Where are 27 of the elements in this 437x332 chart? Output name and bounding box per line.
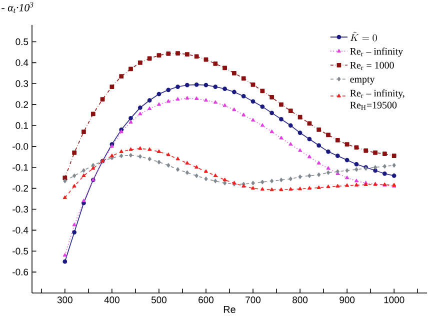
y-tick-label: 0.4 <box>16 59 28 66</box>
y-tick-label: 0.3 <box>16 80 28 87</box>
y-tick-label: -0.4 <box>12 226 28 234</box>
y-tick-label: 0.1 <box>16 122 28 129</box>
legend-label: $\tilde{K} = 0$ <box>350 32 377 42</box>
y-tick-label: -0.1 <box>12 164 28 171</box>
y-tick-label: 0.2 <box>16 101 28 108</box>
y-tick-label: 0.5 <box>16 38 28 46</box>
legend-label: Re$_{r}$ = 1000 <box>350 62 394 70</box>
y-tick-label: -0.3 <box>12 206 28 213</box>
legend-label: empty <box>350 76 375 85</box>
y-tick-label: -0.5 <box>12 248 28 254</box>
y-tick-label: -0.2 <box>12 184 28 192</box>
x-tick-label: 800 <box>292 296 308 304</box>
x-tick-label: 900 <box>340 296 355 304</box>
x-tick-label: 400 <box>104 296 120 304</box>
x-tick-label: 300 <box>57 296 72 304</box>
y-axis-title: - α$_{t}$·10$^{3}$ <box>2 2 34 13</box>
x-tick-label: 600 <box>198 296 214 304</box>
x-tick-label: 500 <box>151 296 166 304</box>
x-tick-label: 700 <box>246 296 261 304</box>
legend-label: Re$_{r}$ – infinity <box>350 48 403 57</box>
y-tick-label: -0.0 <box>12 143 28 150</box>
x-tick-label: 1000 <box>384 296 404 304</box>
y-tick-label: -0.6 <box>12 268 28 276</box>
legend-label: Re$_{r}$ – infinity, Re$_{H}$=19500 <box>350 89 404 110</box>
x-axis-title: Re <box>224 306 236 314</box>
